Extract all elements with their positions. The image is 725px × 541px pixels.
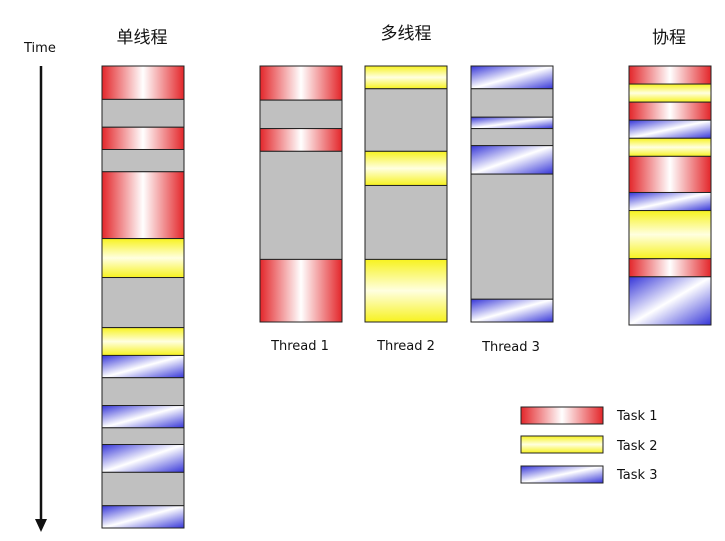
- coroutine-task3-segment-6: [628, 191, 712, 212]
- legend-swatch-task2: [520, 435, 604, 454]
- coroutine-task1-segment-0: [628, 65, 712, 85]
- thread-1-task1-segment-0: [259, 65, 343, 101]
- thread-3-task3-segment-0: [470, 65, 554, 90]
- single-task2-segment-7: [101, 327, 185, 356]
- legend-label-task2: Task 2: [616, 439, 657, 454]
- thread-3-column: [470, 65, 554, 323]
- single-idle-segment-3: [101, 148, 185, 173]
- thread-3-label: Thread 3: [481, 340, 540, 355]
- coroutine-task2-segment-1: [628, 83, 712, 103]
- legend-label-task3: Task 3: [616, 468, 657, 483]
- thread-3-task3-segment-4: [470, 145, 554, 175]
- single-task3-segment-12: [101, 444, 185, 473]
- thread-2-column: [364, 65, 448, 323]
- thread-2-task2-segment-2: [364, 150, 448, 186]
- thread-2-idle-segment-3: [364, 184, 448, 260]
- single-task1-segment-2: [101, 126, 185, 151]
- thread-1-column: [259, 65, 343, 323]
- single-task3-segment-10: [101, 405, 185, 429]
- title-coroutine: 协程: [652, 28, 686, 48]
- time-arrow-head: [35, 519, 47, 532]
- title-multi-thread: 多线程: [381, 24, 432, 44]
- legend-label-task1: Task 1: [616, 409, 657, 424]
- thread-1-task1-segment-4: [259, 258, 343, 323]
- time-label: Time: [23, 41, 56, 56]
- single-idle-segment-11: [101, 427, 185, 446]
- thread-1-label: Thread 1: [270, 339, 329, 354]
- coroutine-task1-segment-2: [628, 101, 712, 121]
- single-thread-column: [101, 65, 185, 529]
- legend: Task 1 Task 2 Task 3: [520, 406, 657, 484]
- single-idle-segment-6: [101, 277, 185, 329]
- single-idle-segment-9: [101, 377, 185, 407]
- thread-2-task2-segment-0: [364, 65, 448, 90]
- single-task3-segment-8: [101, 354, 185, 379]
- coroutine-task3-segment-9: [628, 276, 712, 326]
- coroutine-task1-segment-8: [628, 258, 712, 278]
- single-task1-segment-4: [101, 171, 185, 240]
- single-task2-segment-5: [101, 238, 185, 279]
- legend-swatch-task1: [520, 406, 604, 425]
- coroutine-task2-segment-4: [628, 137, 712, 157]
- legend-swatch-task3: [520, 465, 604, 484]
- single-task3-segment-14: [101, 505, 185, 529]
- thread-1-task1-segment-2: [259, 128, 343, 152]
- thread-1-idle-segment-3: [259, 150, 343, 260]
- coroutine-task1-segment-5: [628, 155, 712, 193]
- thread-3-task3-segment-2: [470, 116, 554, 130]
- title-single-thread: 单线程: [117, 28, 168, 48]
- single-task1-segment-0: [101, 65, 185, 100]
- thread-2-task2-segment-4: [364, 258, 448, 323]
- single-idle-segment-1: [101, 98, 185, 128]
- thread-3-idle-segment-5: [470, 173, 554, 300]
- coroutine-column: [628, 65, 712, 326]
- thread-2-label: Thread 2: [376, 339, 435, 354]
- thread-1-idle-segment-1: [259, 99, 343, 130]
- thread-3-task3-segment-6: [470, 298, 554, 323]
- single-idle-segment-13: [101, 471, 185, 507]
- thread-3-idle-segment-1: [470, 88, 554, 118]
- coroutine-task3-segment-3: [628, 119, 712, 139]
- thread-2-idle-segment-1: [364, 88, 448, 152]
- coroutine-task2-segment-7: [628, 210, 712, 260]
- thread-3-idle-segment-3: [470, 128, 554, 147]
